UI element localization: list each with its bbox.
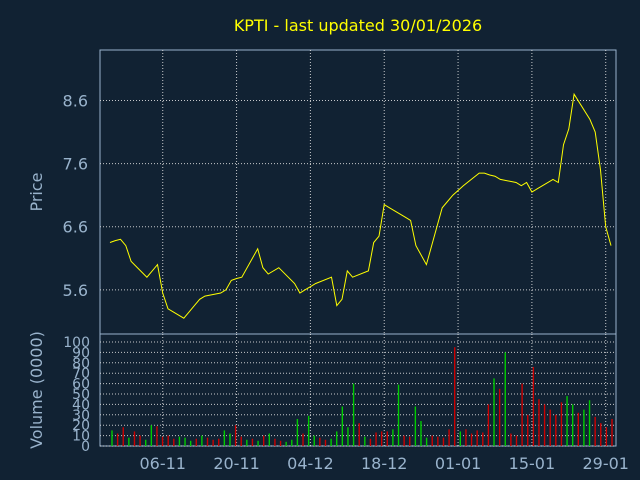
x-tick-label: 06-11: [139, 454, 186, 473]
price-y-tick-label: 6.6: [63, 218, 88, 237]
volume-y-tick-label: 80: [72, 356, 90, 372]
volume-y-tick-label: 20: [72, 418, 90, 434]
x-axis: 06-11 20-11 04-12 18-12 01-01 15-01 29-01: [139, 454, 628, 473]
volume-y-tick-label: 30: [72, 408, 90, 424]
volume-y-tick-label: 40: [72, 397, 90, 413]
x-tick-label: 29-01: [582, 454, 629, 473]
x-tick-label: 01-01: [435, 454, 482, 473]
volume-y-tick-label: 0: [81, 439, 90, 455]
volume-y-tick-label: 70: [72, 366, 90, 382]
volume-y-tick-label: 60: [72, 377, 90, 393]
x-tick-label: 18-12: [361, 454, 408, 473]
price-y-tick-label: 7.6: [63, 155, 88, 174]
price-y-tick-label: 8.6: [63, 91, 88, 110]
price-plot-frame: [99, 49, 617, 335]
volume-y-tick-label: 10: [72, 429, 90, 445]
volume-axis-label: Volume (0000): [27, 331, 46, 449]
price-y-tick-label: 5.6: [63, 281, 88, 300]
price-line: [109, 92, 612, 319]
x-tick-label: 20-11: [213, 454, 260, 473]
volume-y-tick-label: 50: [72, 387, 90, 403]
price-panel: 5.6 6.6 7.6 8.6 Price: [27, 49, 617, 335]
price-y-axis: 5.6 6.6 7.6 8.6: [63, 91, 88, 299]
x-tick-label: 15-01: [509, 454, 556, 473]
x-tick-label: 04-12: [287, 454, 334, 473]
volume-y-tick-label: 100: [63, 335, 90, 351]
chart-title: KPTI - last updated 30/01/2026: [234, 16, 482, 35]
volume-grid: [100, 334, 616, 447]
volume-bars: [111, 347, 613, 446]
price-grid: [100, 50, 616, 334]
price-axis-label: Price: [27, 172, 46, 211]
volume-y-tick-label: 90: [72, 345, 90, 361]
